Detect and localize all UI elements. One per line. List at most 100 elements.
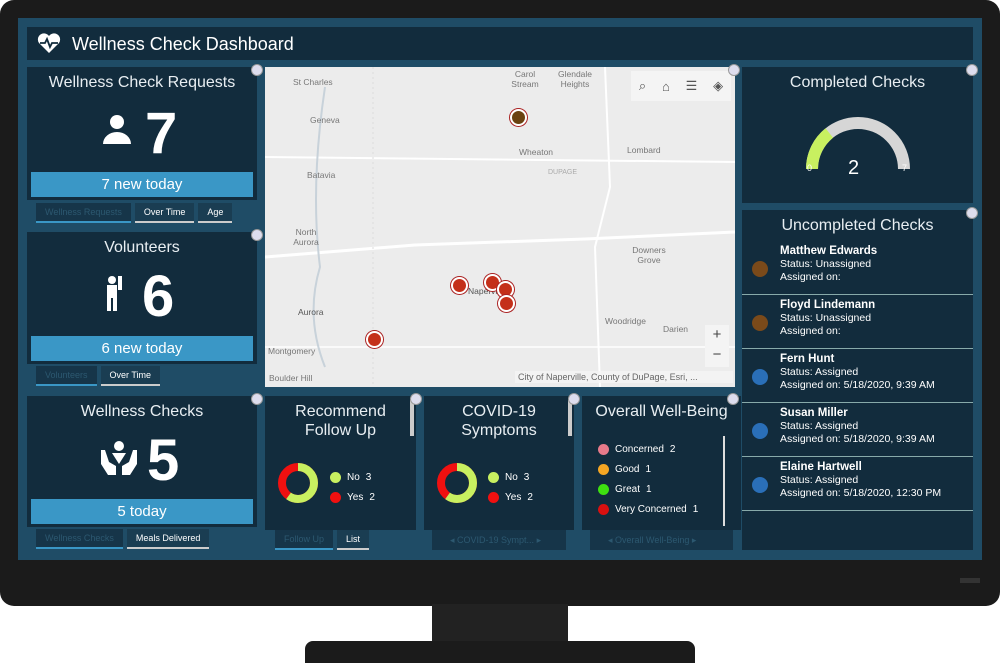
item-name: Matthew Edwards <box>780 245 878 257</box>
expand-icon[interactable] <box>727 393 739 405</box>
nav-label[interactable]: Overall Well-Being <box>615 535 690 545</box>
panel-title: Wellness Checks <box>80 403 204 420</box>
list-item[interactable]: Fern Hunt Status: Assigned Assigned on: 5/… <box>742 349 973 403</box>
item-status: Status: Assigned <box>780 474 859 486</box>
legend-count: 1 <box>692 504 699 515</box>
tab-meals-delivered[interactable]: Meals Delivered <box>126 529 210 549</box>
legend-label: Yes <box>505 492 522 503</box>
monitor-stand-base <box>305 641 695 663</box>
caring-hands-icon <box>101 441 137 475</box>
expand-icon[interactable] <box>966 64 978 76</box>
zoom-out-button[interactable]: − <box>712 346 722 363</box>
map-label: Batavia <box>307 170 336 180</box>
item-assigned: Assigned on: <box>780 325 841 337</box>
tab-over-time[interactable]: Over Time <box>100 366 161 386</box>
legend-label: Good <box>615 464 640 475</box>
gauge-min: 0 <box>807 163 813 173</box>
tab-wellness-checks[interactable]: Wellness Checks <box>36 529 123 549</box>
legend-count: 2 <box>669 444 676 455</box>
tab-wellness-requests[interactable]: Wellness Requests <box>36 203 131 223</box>
completed-gauge <box>806 117 910 170</box>
volunteers-panel: Volunteers 6 6 new today <box>27 232 257 364</box>
item-name: Susan Miller <box>780 407 848 419</box>
expand-icon[interactable] <box>966 207 978 219</box>
scrollbar[interactable] <box>410 400 414 436</box>
expand-icon[interactable] <box>568 393 580 405</box>
list-item[interactable]: Matthew Edwards Status: Unassigned Assigne… <box>742 241 973 295</box>
map-label: Glendale Heights <box>557 69 593 89</box>
search-icon[interactable]: ⌕ <box>638 78 647 93</box>
layers-icon[interactable]: ◈ <box>713 78 724 93</box>
prev-arrow-icon[interactable]: ◂ <box>450 535 458 545</box>
map-toolbar: ⌕ ⌂ ☰ ◈ <box>631 71 731 101</box>
item-name: Fern Hunt <box>780 353 835 365</box>
expand-icon[interactable] <box>251 393 263 405</box>
tab-list[interactable]: List <box>337 530 370 550</box>
scrollbar[interactable] <box>723 436 725 526</box>
list-item[interactable]: Floyd Lindemann Status: Unassigned Assigne… <box>742 295 973 349</box>
expand-icon[interactable] <box>251 64 263 76</box>
map-label: Lombard <box>627 145 661 155</box>
map-label: Woodridge <box>605 316 646 326</box>
checks-tabs: Wellness Checks Meals Delivered <box>36 529 210 549</box>
gauge-max: 7 <box>902 163 908 173</box>
item-assigned: Assigned on: <box>780 271 841 283</box>
follow-up-tabs: Follow Up List <box>275 530 370 550</box>
expand-icon[interactable] <box>410 393 422 405</box>
map-request-marker[interactable] <box>498 295 515 312</box>
panel-title: Wellness Check Requests <box>48 74 236 91</box>
covid-nav: ◂ COVID-19 Sympt... ▸ <box>432 530 566 550</box>
follow-up-legend: No 3 Yes 2 <box>330 472 375 512</box>
legend-label: No <box>505 472 518 483</box>
map-label: Downers Grove <box>632 245 666 265</box>
next-arrow-icon[interactable]: ▸ <box>534 535 542 545</box>
map-volunteer-marker[interactable] <box>510 109 527 126</box>
map-label: St Charles <box>293 77 333 87</box>
scrollbar[interactable] <box>568 400 572 436</box>
wellbeing-nav: ◂ Overall Well-Being ▸ <box>590 530 733 550</box>
header-bar: Wellness Check Dashboard <box>27 27 973 60</box>
requests-tabs: Wellness Requests Over Time Age <box>36 203 233 223</box>
panel-title: Volunteers <box>104 239 180 256</box>
checks-today-bar: 5 today <box>31 499 253 524</box>
uncompleted-list: Matthew Edwards Status: Unassigned Assigne… <box>742 241 973 511</box>
legend-swatch <box>598 504 609 515</box>
tab-age[interactable]: Age <box>198 203 233 223</box>
item-name: Floyd Lindemann <box>780 299 876 311</box>
follow-up-panel: Recommend Follow Up No 3 Yes 2 <box>265 396 416 530</box>
legend-count: 3 <box>365 472 372 483</box>
home-icon[interactable]: ⌂ <box>661 78 670 94</box>
legend-label: Very Concerned <box>615 504 687 515</box>
next-arrow-icon[interactable]: ▸ <box>689 535 697 545</box>
zoom-controls: + − <box>705 325 729 367</box>
covid-panel: COVID-19 Symptoms No 3 Yes 2 <box>424 396 574 530</box>
expand-icon[interactable] <box>251 229 263 241</box>
legend-count: 1 <box>645 464 652 475</box>
item-status: Status: Assigned <box>780 420 859 432</box>
map-label: Wheaton <box>519 147 554 157</box>
nav-label[interactable]: COVID-19 Sympt... <box>457 535 535 545</box>
volunteers-tabs: Volunteers Over Time <box>36 366 161 386</box>
list-item[interactable]: Elaine Hartwell Status: Assigned Assigned … <box>742 457 973 511</box>
map-request-marker[interactable] <box>366 331 383 348</box>
donut-slice-no <box>437 463 477 503</box>
item-assigned: Assigned on: 5/18/2020, 12:30 PM <box>780 487 942 499</box>
legend-list-icon[interactable]: ☰ <box>685 78 698 93</box>
prev-arrow-icon[interactable]: ◂ <box>608 535 616 545</box>
tab-follow-up[interactable]: Follow Up <box>275 530 334 550</box>
map-label: DUPAGE <box>548 169 578 176</box>
item-status: Status: Unassigned <box>780 312 872 324</box>
legend-swatch <box>488 492 499 503</box>
map-roads <box>265 67 735 387</box>
expand-icon[interactable] <box>728 64 740 76</box>
item-name: Elaine Hartwell <box>780 461 862 473</box>
person-badge-icon <box>752 423 768 439</box>
tab-over-time[interactable]: Over Time <box>134 203 195 223</box>
map-request-marker[interactable] <box>451 277 468 294</box>
map-label: Aurora <box>298 307 324 317</box>
map-view[interactable]: St Charles Carol Stream Glendale Heights… <box>265 67 735 387</box>
zoom-in-button[interactable]: + <box>712 326 722 343</box>
person-badge-icon <box>752 369 768 385</box>
tab-volunteers[interactable]: Volunteers <box>36 366 97 386</box>
list-item[interactable]: Susan Miller Status: Assigned Assigned on:… <box>742 403 973 457</box>
